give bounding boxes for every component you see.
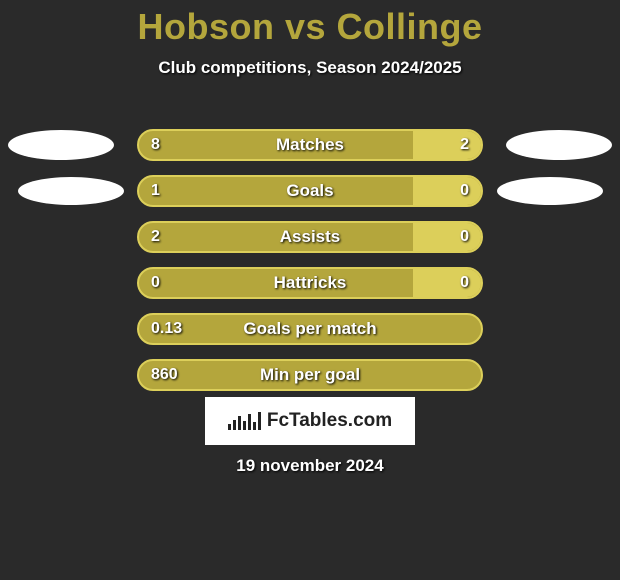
date-text: 19 november 2024 <box>0 456 620 476</box>
stat-value-left: 0 <box>151 269 160 297</box>
stat-bar: 0.13 Goals per match <box>137 313 483 345</box>
stat-value-left: 860 <box>151 361 178 389</box>
team-ellipse <box>8 130 114 160</box>
stat-label: Hattricks <box>274 269 347 297</box>
stat-row: 00Hattricks <box>0 267 620 299</box>
stat-label: Matches <box>276 131 344 159</box>
stat-bar: 20Assists <box>137 221 483 253</box>
fctables-logo: FcTables.com <box>205 397 415 445</box>
stat-row: 10Goals <box>0 175 620 207</box>
stat-label: Min per goal <box>260 361 360 389</box>
logo-bars-icon <box>228 412 261 430</box>
logo-text: FcTables.com <box>267 410 392 432</box>
stat-bar: 00Hattricks <box>137 267 483 299</box>
stat-row: 20Assists <box>0 221 620 253</box>
stat-label: Goals <box>286 177 333 205</box>
stat-row: 82Matches <box>0 129 620 161</box>
stat-row: 0.13 Goals per match <box>0 313 620 345</box>
stat-bar-right-band <box>413 223 481 251</box>
page-title: Hobson vs Collinge <box>0 0 620 48</box>
stat-bar-right-band <box>413 177 481 205</box>
stat-label: Assists <box>280 223 340 251</box>
stat-value-left: 1 <box>151 177 160 205</box>
comparison-chart: 82Matches10Goals20Assists00Hattricks0.13… <box>0 106 620 366</box>
team-ellipse <box>497 177 603 205</box>
stat-bar: 860 Min per goal <box>137 359 483 391</box>
stat-bar: 82Matches <box>137 129 483 161</box>
stat-bar-right-band <box>413 269 481 297</box>
stat-value-left: 8 <box>151 131 160 159</box>
stat-row: 860 Min per goal <box>0 359 620 391</box>
stat-label: Goals per match <box>243 315 376 343</box>
team-ellipse <box>506 130 612 160</box>
stat-bar: 10Goals <box>137 175 483 207</box>
stat-bar-right-band <box>413 131 481 159</box>
stat-value-left: 2 <box>151 223 160 251</box>
subtitle: Club competitions, Season 2024/2025 <box>0 58 620 78</box>
team-ellipse <box>18 177 124 205</box>
stat-value-left: 0.13 <box>151 315 182 343</box>
